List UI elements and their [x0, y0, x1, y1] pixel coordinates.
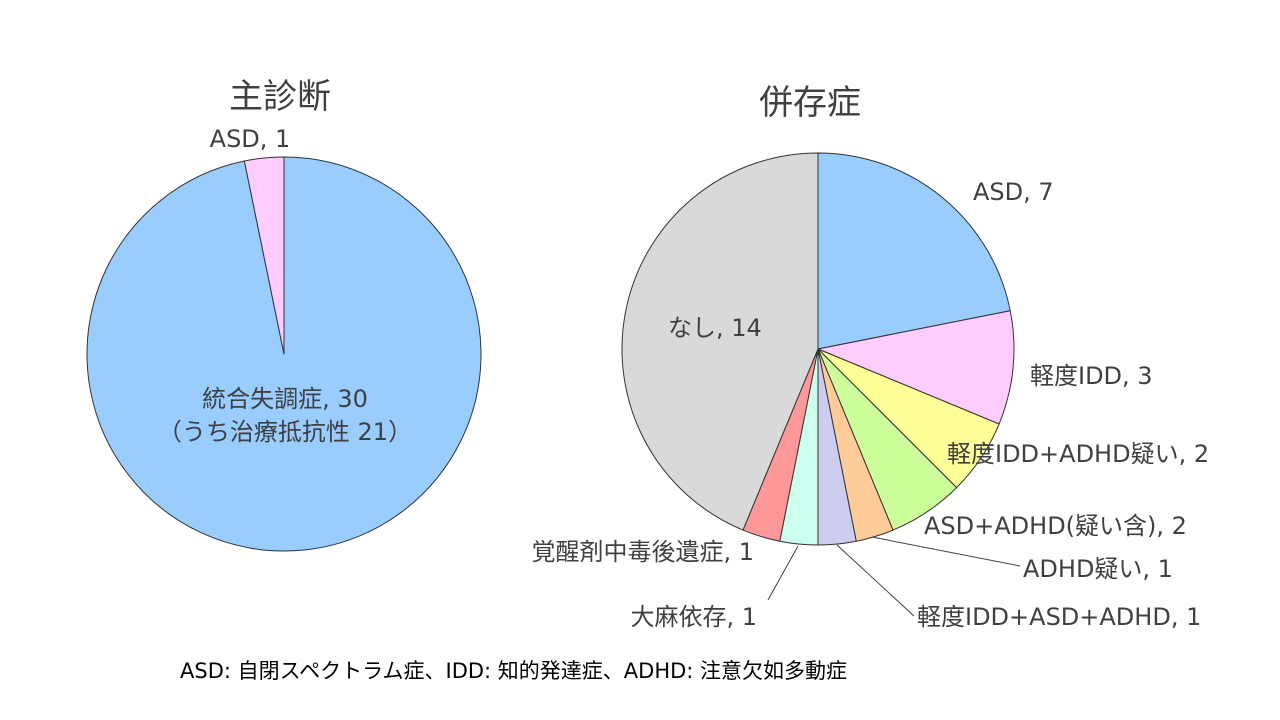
- label-main-schizophrenia: 統合失調症, 30: [202, 385, 368, 413]
- label-cannabis: 大麻依存, 1: [630, 603, 757, 631]
- label-mild-idd: 軽度IDD, 3: [1030, 362, 1153, 390]
- label-mild-idd-asd-adhd: 軽度IDD+ASD+ADHD, 1: [917, 603, 1201, 631]
- leader-lines: [767, 536, 1021, 617]
- label-stimulant-sequelae: 覚醒剤中毒後遺症, 1: [531, 538, 754, 566]
- main-diagnosis-pie: [86, 156, 482, 552]
- leader-line-adhd-suspected: [871, 536, 1021, 567]
- main-diagnosis-title: 主診断: [229, 77, 331, 117]
- leader-line-cannabis: [767, 545, 799, 601]
- label-main-schizophrenia-line2: （うち治療抵抗性 21）: [158, 418, 412, 446]
- label-asd: ASD, 7: [973, 178, 1054, 206]
- comorbidity-slice-1: [816, 310, 1015, 425]
- label-asd-adhd: ASD+ADHD(疑い含), 2: [924, 512, 1187, 540]
- comorbidity-slice-8: [621, 152, 819, 531]
- leader-line-mild-idd-asd-adhd: [836, 544, 915, 617]
- comorbidity-title: 併存症: [759, 83, 861, 123]
- comorbidity-pie: [621, 152, 1015, 546]
- label-mild-idd-adhd-suspected: 軽度IDD+ADHD疑い, 2: [947, 440, 1209, 468]
- footnote: ASD: 自閉スペクトラム症、IDD: 知的発達症、ADHD: 注意欠如多動症: [180, 659, 847, 683]
- label-none: なし, 14: [668, 314, 762, 342]
- label-main-asd: ASD, 1: [210, 125, 291, 153]
- label-adhd-suspected: ADHD疑い, 1: [1023, 555, 1173, 583]
- main-diagnosis-slice-1: [243, 156, 285, 355]
- comorbidity-slice-0: [817, 152, 1011, 350]
